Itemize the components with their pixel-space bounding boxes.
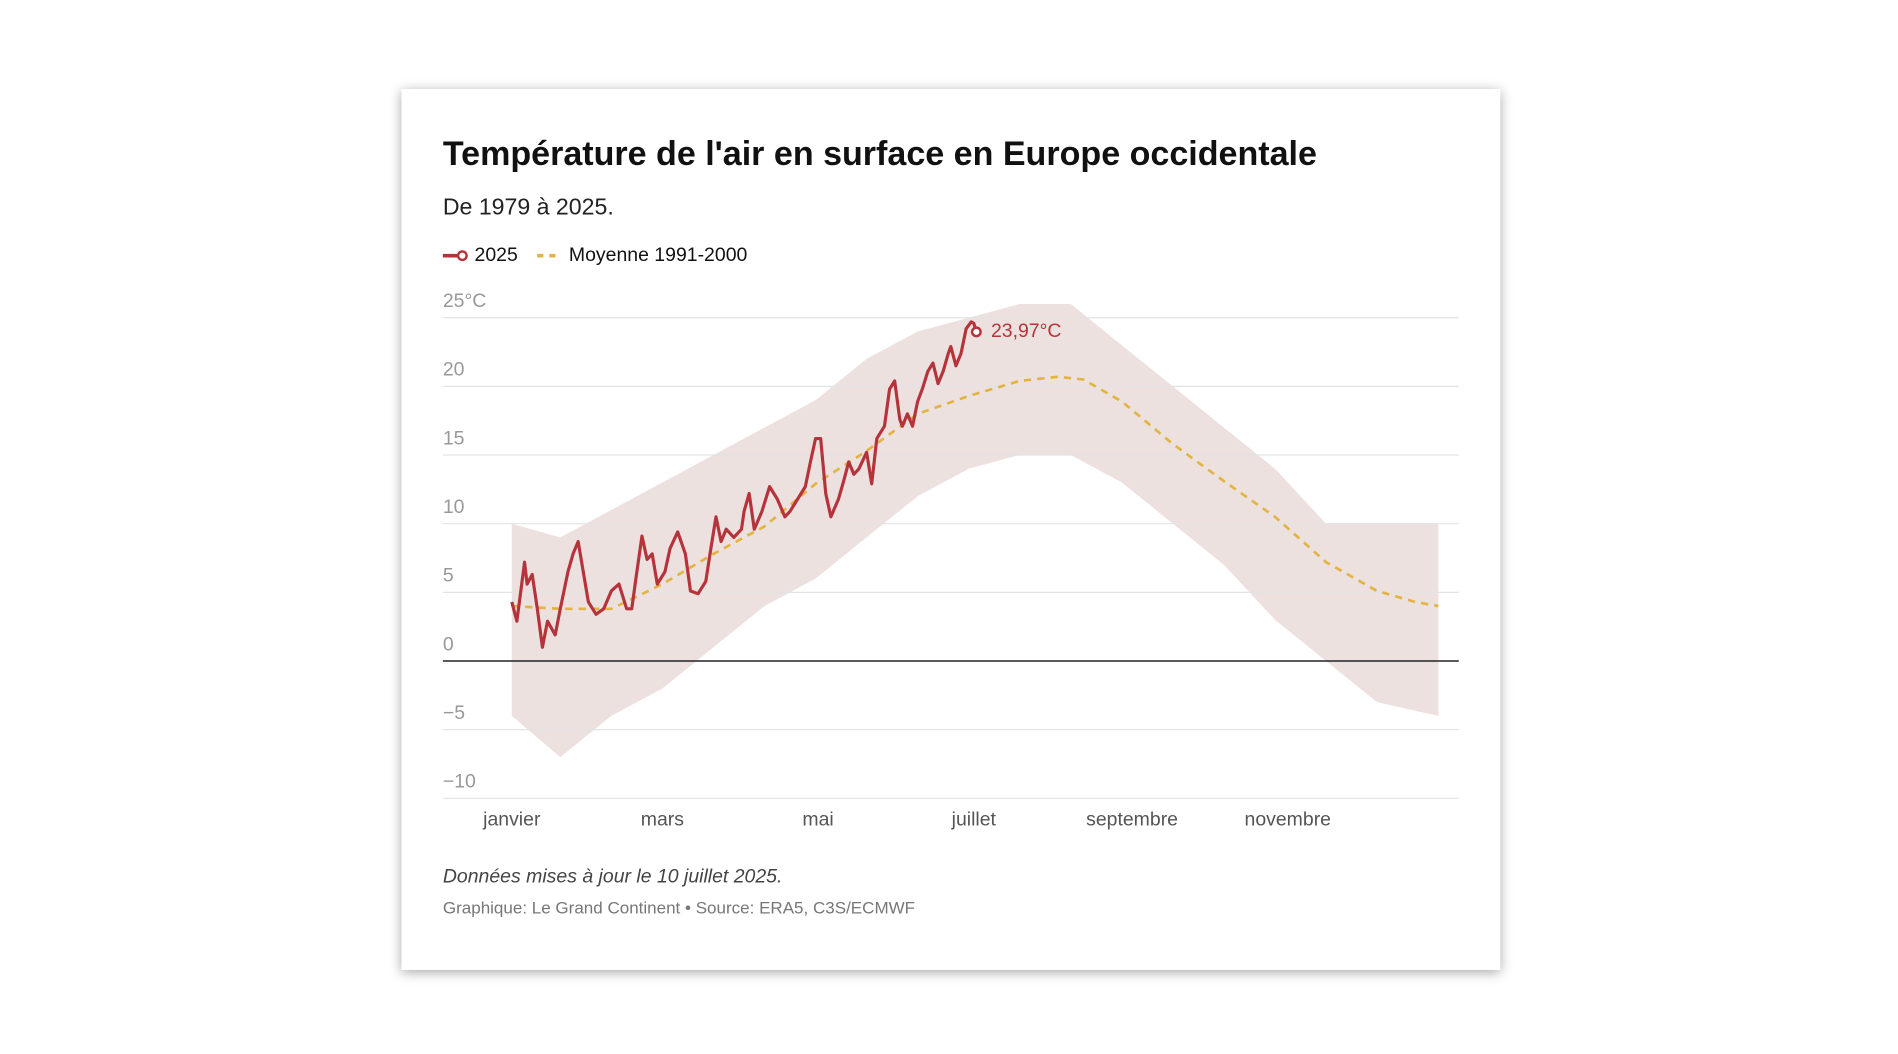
y-tick-label: 20 [443, 359, 465, 381]
series-line [511, 375, 1439, 611]
y-tick-label: −5 [443, 702, 465, 724]
past-years-band [511, 304, 1439, 758]
end-point [970, 326, 982, 338]
y-tick-label: −10 [443, 771, 476, 793]
end-label: 23,97°C [991, 320, 1062, 342]
y-tick-label: 5 [443, 565, 454, 587]
note: Données mises à jour le 10 juillet 2025. [443, 866, 783, 888]
y-tick-label: 15 [443, 427, 465, 449]
series-line [510, 320, 978, 649]
x-tick-label: mai [802, 808, 833, 830]
y-tick-label: 10 [443, 496, 465, 518]
x-tick-label: mars [641, 808, 685, 830]
legend-marker [456, 250, 468, 262]
chart-title: Température de l'air en surface en Europ… [443, 135, 1317, 173]
band-layer [511, 304, 1439, 758]
x-tick-label: juillet [951, 808, 997, 830]
legend-label: Moyenne 1991-2000 [569, 244, 748, 266]
x-tick-label: septembre [1086, 808, 1178, 830]
x-tick-label: janvier [482, 808, 541, 830]
source: Graphique: Le Grand Continent • Source: … [443, 899, 915, 918]
x-tick-label: novembre [1245, 808, 1332, 830]
legend: 2025 Moyenne 1991-2000 [442, 244, 748, 266]
y-tick-label: 25°C [443, 290, 486, 312]
chart-subtitle: De 1979 à 2025. [443, 193, 614, 219]
legend-label: 2025 [474, 244, 517, 266]
y-tick-label: 0 [443, 633, 454, 655]
line-layer: 23,97°C [510, 320, 1439, 649]
